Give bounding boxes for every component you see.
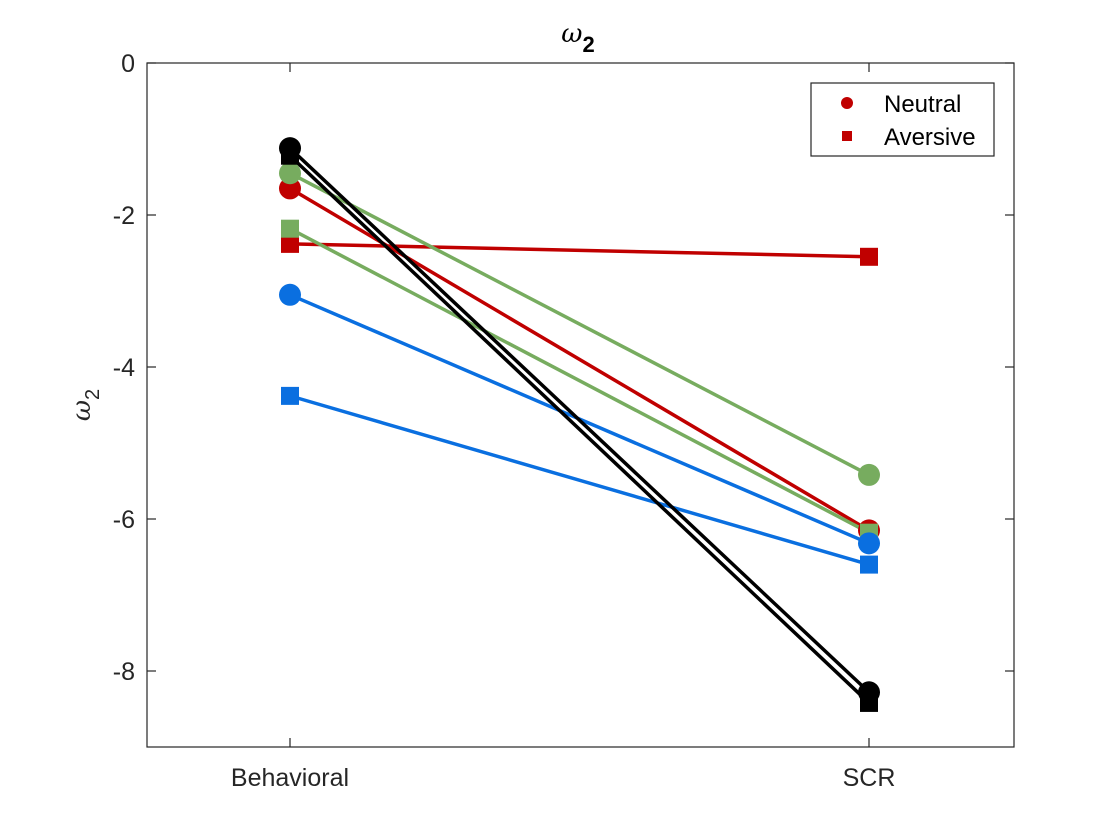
y-tick-label: -2 — [113, 202, 135, 230]
legend-box — [810, 82, 995, 157]
series-lines — [288, 146, 871, 705]
x-tick-label: SCR — [843, 764, 896, 792]
legend: Neutral Aversive — [810, 82, 995, 157]
chart-title-subscript: 2 — [582, 32, 594, 57]
legend-aversive-marker — [842, 131, 852, 141]
series-line — [289, 394, 870, 567]
series-line — [289, 242, 870, 259]
data-point-square — [860, 555, 878, 574]
legend-neutral-label: Neutral — [884, 91, 961, 118]
data-point-circle — [279, 162, 301, 185]
series-markers — [279, 137, 880, 712]
axes: 0 -2 -4 -6 -8 Behavioral SCR — [113, 50, 1015, 792]
data-point-square — [281, 146, 299, 165]
y-tick-label: -4 — [113, 354, 135, 382]
series-line — [288, 154, 871, 705]
data-point-square — [860, 247, 878, 266]
y-tick-label: -6 — [113, 506, 135, 534]
y-axis-label-subscript: 2 — [82, 389, 104, 400]
data-point-square — [281, 234, 299, 253]
chart-title-symbol: ω — [561, 19, 582, 49]
data-point-circle — [279, 283, 301, 306]
series-line — [289, 171, 870, 477]
plot-area-border — [146, 62, 1015, 748]
data-point-circle — [858, 463, 880, 486]
y-tick-label: -8 — [113, 658, 135, 686]
data-point-circle — [279, 177, 301, 200]
y-axis-label-symbol: ω — [67, 400, 97, 421]
data-point-square — [281, 219, 299, 238]
x-tick-label: Behavioral — [231, 764, 349, 792]
y-tick-label: 0 — [121, 50, 135, 78]
data-point-square — [281, 386, 299, 405]
legend-aversive-label: Aversive — [884, 124, 976, 151]
data-point-square — [860, 693, 878, 712]
series-line — [288, 146, 871, 694]
y-axis-label-group: ω2 — [67, 389, 104, 421]
y-axis-label: ω2 — [67, 389, 104, 421]
chart-title: ω2 — [561, 19, 594, 57]
data-point-circle — [858, 532, 880, 555]
series-line — [289, 227, 870, 535]
legend-neutral-marker — [841, 97, 853, 109]
